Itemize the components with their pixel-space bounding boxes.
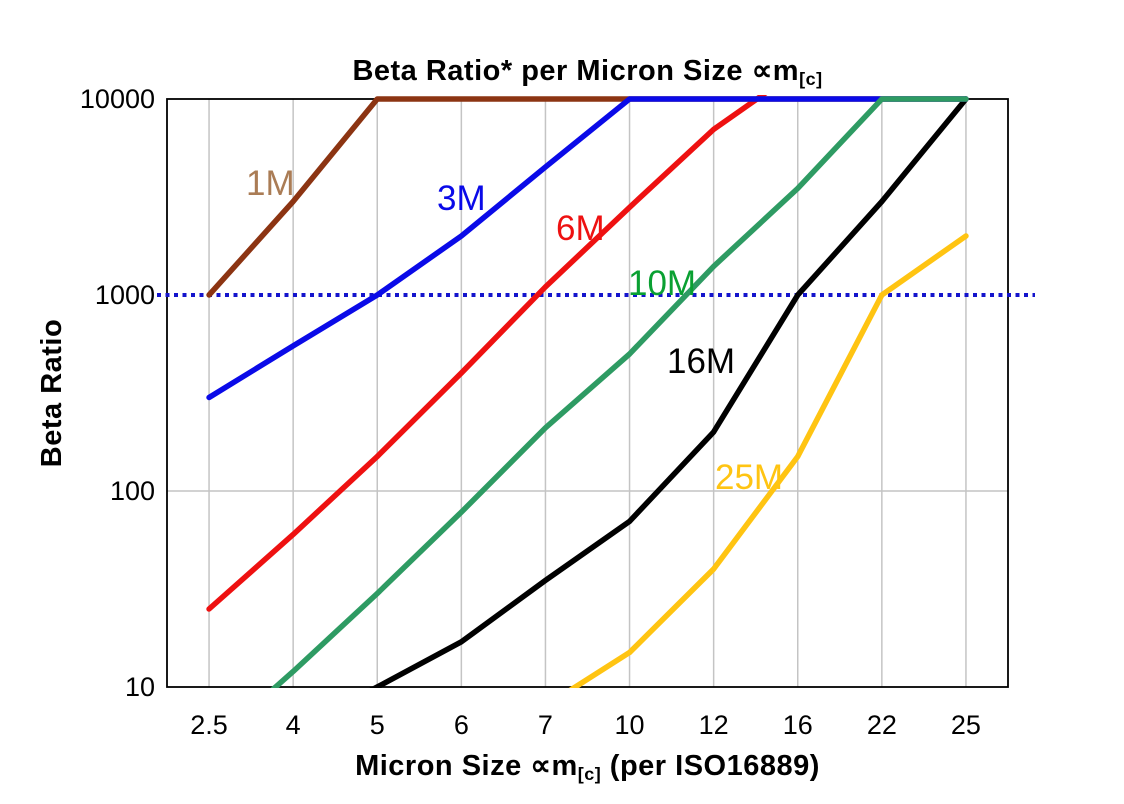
series-label-6M: 6M	[556, 209, 605, 248]
x-tick-label: 25	[950, 710, 981, 740]
x-tick-label: 16	[782, 710, 813, 740]
x-tick-label: 7	[537, 710, 553, 740]
series-line-16M	[369, 96, 969, 688]
y-tick-label: 1000	[94, 280, 155, 310]
series-label-3M: 3M	[437, 179, 486, 218]
y-axis-title: Beta Ratio	[36, 318, 68, 468]
chart-title-subscript: [c]	[799, 69, 823, 90]
x-tick-label: 2.5	[190, 710, 228, 740]
series-label-25M: 25M	[715, 458, 784, 497]
series-line-6M	[206, 95, 768, 612]
x-tick-label: 22	[866, 710, 897, 740]
x-tick-label: 6	[453, 710, 469, 740]
chart-title: Beta Ratio* per Micron Size ∝m[c]	[167, 53, 1008, 90]
series-label-16M: 16M	[667, 342, 736, 381]
x-axis-title-text: Micron Size ∝m	[355, 750, 578, 782]
series-line-10M	[270, 96, 969, 688]
x-axis-title: Micron Size ∝m[c] (per ISO16889)	[167, 748, 1008, 785]
x-tick-label: 10	[614, 710, 645, 740]
y-tick-label: 10000	[79, 84, 155, 114]
x-tick-label: 5	[369, 710, 385, 740]
series-label-1M: 1M	[246, 164, 295, 203]
x-axis-title-subscript: [c]	[577, 764, 602, 785]
gridlines	[167, 99, 1008, 687]
x-tick-label: 4	[285, 710, 301, 740]
y-tick-label: 100	[109, 476, 155, 506]
series-line-3M	[206, 96, 969, 401]
chart-title-text: Beta Ratio* per Micron Size ∝m	[352, 55, 800, 87]
x-axis-title-suffix: (per ISO16889)	[601, 750, 820, 782]
series-label-10M: 10M	[628, 264, 697, 303]
series-line-25M	[568, 233, 969, 688]
x-tick-label: 12	[698, 710, 729, 740]
y-tick-label: 10	[124, 672, 155, 702]
series-lines	[206, 95, 969, 688]
